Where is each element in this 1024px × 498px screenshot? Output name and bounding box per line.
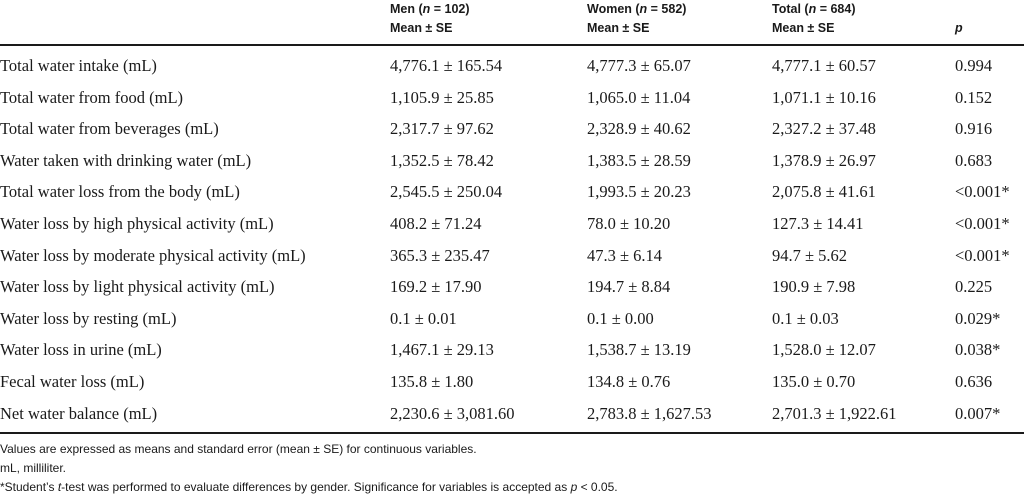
cell-total: 190.9 ± 7.98 (772, 277, 856, 297)
cell-men: 1,352.5 ± 78.42 (390, 150, 494, 170)
cell-total: 0.1 ± 0.03 (772, 308, 839, 328)
cell-p-value: <0.001* (955, 214, 1010, 233)
cell-p-value: 0.683 (955, 150, 993, 170)
row-label: Water loss by resting (mL) (0, 308, 177, 328)
header-men: Men (n = 102) (390, 2, 470, 16)
cell-total: 1,071.1 ± 10.16 (772, 87, 876, 107)
cell-men: 169.2 ± 17.90 (390, 277, 482, 297)
cell-total: 2,327.2 ± 37.48 (772, 119, 876, 139)
cell-men: 2,230.6 ± 3,081.60 (390, 403, 515, 423)
table-row: Water loss by resting (mL) 0.1 ± 0.01 0.1 … (0, 303, 1024, 335)
footnote-statistics: *Student’s t-test was performed to evalu… (0, 480, 618, 494)
table-row: Fecal water loss (mL) 135.8 ± 1.80 134.8 ±… (0, 366, 1024, 398)
cell-men: 1,467.1 ± 29.13 (390, 340, 494, 360)
cell-p-value: 0.916 (955, 119, 993, 139)
cell-p-value: 0.994 (955, 56, 993, 75)
cell-women: 1,538.7 ± 13.19 (587, 340, 691, 360)
row-label: Water loss by high physical activity (mL… (0, 214, 274, 233)
cell-men: 2,545.5 ± 250.04 (390, 182, 503, 202)
cell-p-value: <0.001* (955, 182, 1010, 202)
header-divider (0, 44, 1024, 46)
table-row: Water loss by light physical activity (m… (0, 271, 1024, 303)
cell-p-value: 0.029* (955, 308, 1001, 328)
cell-men: 365.3 ± 235.47 (390, 245, 490, 265)
cell-p-value: 0.225 (955, 277, 993, 297)
table-row: Water loss in urine (mL) 1,467.1 ± 29.13 1… (0, 334, 1024, 366)
table-bottom-rule (0, 432, 1024, 434)
cell-total: 94.7 ± 5.62 (772, 245, 848, 265)
cell-total: 1,378.9 ± 26.97 (772, 150, 876, 170)
cell-men: 2,317.7 ± 97.62 (390, 119, 494, 139)
footnote-abbreviation: mL, milliliter. (0, 461, 67, 475)
cell-total: 2,075.8 ± 41.61 (772, 182, 876, 202)
cell-women: 1,065.0 ± 11.04 (587, 87, 691, 107)
row-label: Net water balance (mL) (0, 403, 158, 423)
cell-total: 135.0 ± 0.70 (772, 372, 856, 391)
cell-p-value: 0.636 (955, 372, 993, 391)
header-total: Total (n = 684) (772, 2, 856, 16)
header-women-sub: Mean ± SE (587, 21, 650, 35)
cell-total: 2,701.3 ± 1,922.61 (772, 403, 897, 423)
cell-p-value: 0.038* (955, 340, 1001, 360)
cell-total: 4,777.1 ± 60.57 (772, 56, 876, 75)
table-row: Water taken with drinking water (mL) 1,35… (0, 145, 1024, 177)
cell-women: 0.1 ± 0.00 (587, 308, 654, 328)
header-women: Women (n = 582) (587, 2, 687, 16)
table-row: Total water intake (mL) 4,776.1 ± 165.54 4… (0, 50, 1024, 82)
cell-total: 1,528.0 ± 12.07 (772, 340, 876, 360)
header-total-sub: Mean ± SE (772, 21, 835, 35)
footnote-values: Values are expressed as means and standa… (0, 442, 477, 456)
table-row: Net water balance (mL) 2,230.6 ± 3,081.60… (0, 398, 1024, 430)
cell-men: 0.1 ± 0.01 (390, 308, 457, 328)
cell-women: 134.8 ± 0.76 (587, 372, 671, 391)
table-row: Total water from food (mL) 1,105.9 ± 25.8… (0, 82, 1024, 114)
row-label: Total water from beverages (mL) (0, 119, 219, 139)
cell-women: 1,993.5 ± 20.23 (587, 182, 691, 202)
cell-women: 1,383.5 ± 28.59 (587, 150, 691, 170)
row-label: Total water from food (mL) (0, 87, 184, 107)
cell-men: 408.2 ± 71.24 (390, 214, 482, 233)
row-label: Water loss by light physical activity (m… (0, 277, 275, 297)
header-men-sub: Mean ± SE (390, 21, 453, 35)
table-row: Total water loss from the body (mL) 2,545… (0, 176, 1024, 208)
row-label: Total water intake (mL) (0, 56, 157, 75)
cell-p-value: 0.152 (955, 87, 993, 107)
cell-p-value: <0.001* (955, 245, 1010, 265)
cell-p-value: 0.007* (955, 403, 1001, 423)
cell-men: 1,105.9 ± 25.85 (390, 87, 494, 107)
cell-women: 78.0 ± 10.20 (587, 214, 671, 233)
row-label: Water loss by moderate physical activity… (0, 245, 306, 265)
table-row: Water loss by high physical activity (mL… (0, 208, 1024, 240)
cell-total: 127.3 ± 14.41 (772, 214, 864, 233)
row-label: Total water loss from the body (mL) (0, 182, 240, 202)
cell-women: 4,777.3 ± 65.07 (587, 56, 691, 75)
row-label: Fecal water loss (mL) (0, 372, 145, 391)
cell-men: 135.8 ± 1.80 (390, 372, 474, 391)
row-label: Water loss in urine (mL) (0, 340, 162, 360)
cell-women: 47.3 ± 6.14 (587, 245, 663, 265)
table-row: Water loss by moderate physical activity… (0, 240, 1024, 272)
table-row: Total water from beverages (mL) 2,317.7 ±… (0, 113, 1024, 145)
cell-men: 4,776.1 ± 165.54 (390, 56, 503, 75)
header-p-value: p (955, 21, 963, 35)
cell-women: 194.7 ± 8.84 (587, 277, 671, 297)
cell-women: 2,783.8 ± 1,627.53 (587, 403, 712, 423)
cell-women: 2,328.9 ± 40.62 (587, 119, 691, 139)
row-label: Water taken with drinking water (mL) (0, 150, 252, 170)
